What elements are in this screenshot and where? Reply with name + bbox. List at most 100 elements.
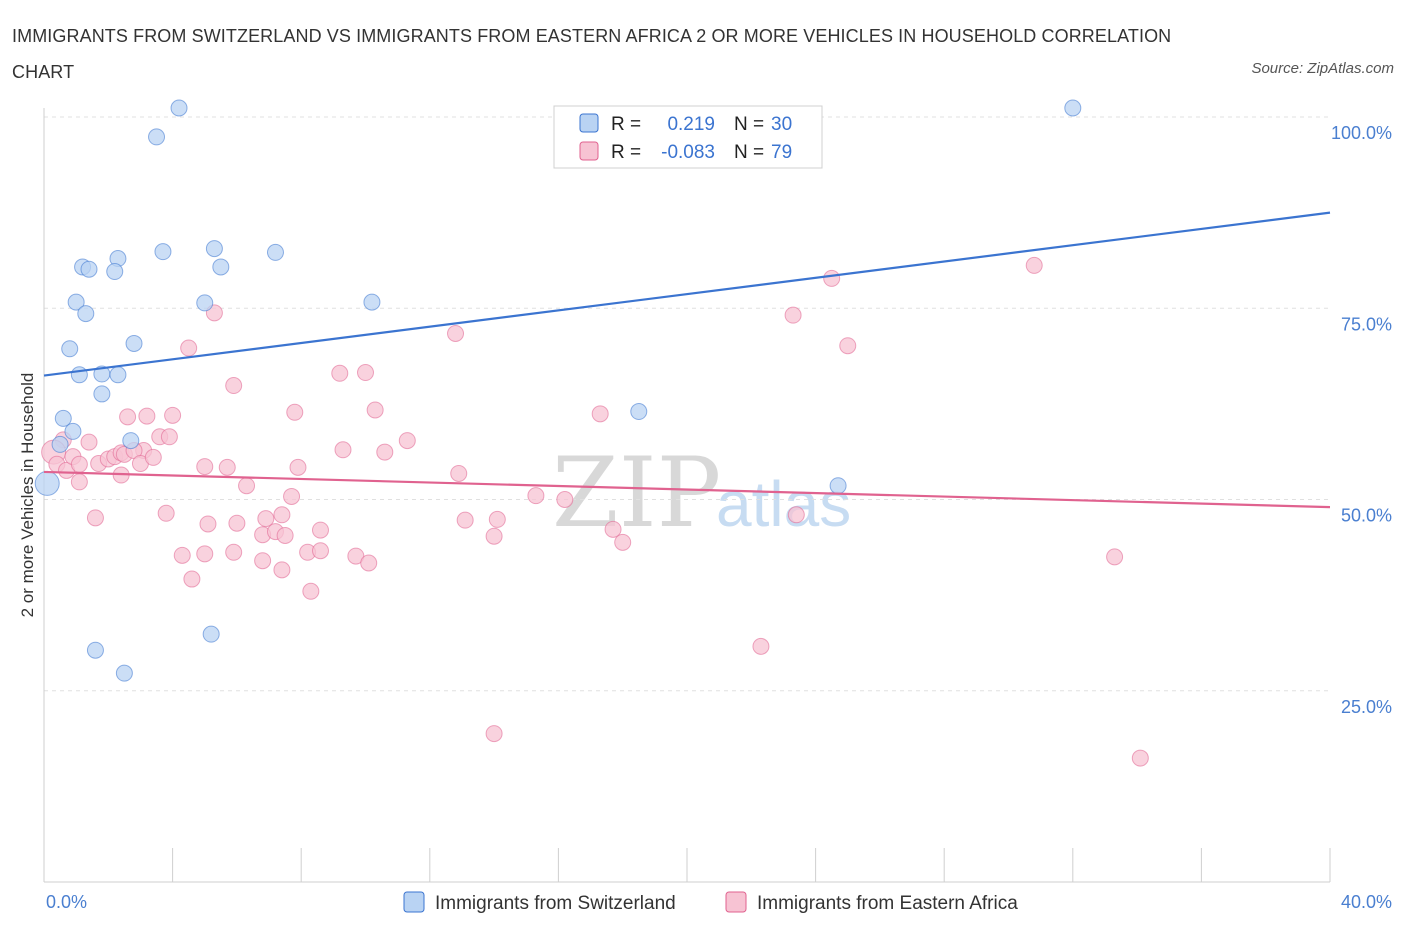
point-eastern-africa-49 bbox=[199, 515, 217, 533]
stats-n-value-pink: 79 bbox=[771, 142, 792, 163]
point-eastern-africa-8 bbox=[357, 364, 374, 382]
point-eastern-africa-20 bbox=[160, 428, 178, 446]
point-eastern-africa-57 bbox=[276, 526, 294, 544]
point-eastern-africa-71 bbox=[273, 561, 291, 579]
stats-n-label-blue: N = bbox=[734, 114, 764, 135]
point-eastern-africa-58 bbox=[311, 521, 329, 539]
point-eastern-africa-21 bbox=[334, 441, 352, 459]
point-eastern-africa-69 bbox=[360, 554, 378, 572]
point-eastern-africa-4 bbox=[784, 306, 802, 324]
point-eastern-africa-76 bbox=[485, 725, 503, 743]
point-switzerland-15 bbox=[125, 334, 143, 352]
point-eastern-africa-70 bbox=[254, 552, 272, 570]
y-tick-label-50: 50.0% bbox=[1341, 506, 1392, 526]
point-switzerland-13 bbox=[77, 305, 95, 323]
point-eastern-africa-77 bbox=[1131, 749, 1149, 767]
point-eastern-africa-39 bbox=[289, 458, 307, 476]
trend-line-eastern-africa bbox=[43, 470, 1331, 509]
point-eastern-africa-12 bbox=[164, 406, 182, 424]
point-eastern-africa-2 bbox=[447, 324, 465, 342]
point-eastern-africa-54 bbox=[488, 510, 506, 528]
y-tick-labels: 100.0% 75.0% 50.0% 25.0% bbox=[1331, 123, 1392, 717]
point-switzerland-26 bbox=[829, 477, 847, 495]
point-switzerland-30 bbox=[115, 664, 133, 682]
x-tick-label-0: 0.0% bbox=[46, 892, 87, 912]
legend-swatch-switzerland bbox=[403, 891, 425, 913]
legend-swatch-eastern-africa bbox=[725, 891, 747, 913]
point-eastern-africa-37 bbox=[196, 458, 214, 476]
trend-lines bbox=[43, 211, 1331, 509]
point-switzerland-25 bbox=[630, 403, 648, 421]
stats-r-value-blue: 0.219 bbox=[667, 114, 715, 135]
point-eastern-africa-10 bbox=[119, 408, 137, 426]
source-credit: Source: ZipAtlas.com bbox=[1251, 60, 1394, 77]
series-legend: Immigrants from Switzerland Immigrants f… bbox=[403, 891, 1018, 914]
point-eastern-africa-23 bbox=[398, 432, 416, 450]
point-eastern-africa-73 bbox=[302, 582, 320, 600]
series-switzerland-points bbox=[34, 99, 1082, 682]
point-eastern-africa-65 bbox=[225, 543, 243, 561]
point-switzerland-10 bbox=[266, 243, 284, 261]
point-eastern-africa-45 bbox=[527, 487, 545, 505]
point-eastern-africa-67 bbox=[311, 542, 329, 560]
point-eastern-africa-40 bbox=[450, 464, 468, 482]
point-switzerland-23 bbox=[122, 432, 140, 450]
stats-swatch-blue bbox=[579, 113, 599, 133]
x-axis-ticks bbox=[43, 848, 1331, 882]
point-eastern-africa-59 bbox=[485, 527, 503, 545]
point-eastern-africa-74 bbox=[1106, 548, 1124, 566]
point-eastern-africa-17 bbox=[80, 433, 98, 451]
point-switzerland-8 bbox=[205, 240, 223, 258]
point-switzerland-11 bbox=[196, 294, 214, 312]
y-axis-label: 2 or more Vehicles in Household bbox=[18, 373, 37, 618]
point-switzerland-16 bbox=[70, 366, 88, 384]
stats-r-label-blue: R = bbox=[611, 114, 641, 135]
point-eastern-africa-63 bbox=[173, 546, 191, 564]
point-eastern-africa-43 bbox=[238, 477, 256, 495]
legend-label-switzerland: Immigrants from Switzerland bbox=[435, 893, 676, 914]
point-eastern-africa-53 bbox=[456, 511, 474, 529]
point-switzerland-0 bbox=[170, 99, 188, 117]
point-eastern-africa-61 bbox=[614, 533, 632, 551]
gridlines bbox=[44, 116, 1330, 692]
point-switzerland-28 bbox=[202, 625, 220, 643]
point-eastern-africa-60 bbox=[604, 520, 622, 538]
point-switzerland-3 bbox=[80, 260, 98, 278]
stats-legend: R = 0.219 N = 30 R = -0.083 N = 79 bbox=[553, 105, 823, 169]
point-switzerland-1 bbox=[148, 128, 166, 146]
point-eastern-africa-75 bbox=[752, 637, 770, 655]
point-switzerland-14 bbox=[61, 340, 79, 358]
point-eastern-africa-22 bbox=[376, 443, 394, 461]
point-switzerland-29 bbox=[86, 641, 104, 659]
point-eastern-africa-14 bbox=[366, 401, 384, 419]
chart-title: IMMIGRANTS FROM SWITZERLAND VS IMMIGRANT… bbox=[12, 26, 1172, 82]
stats-r-value-pink: -0.083 bbox=[661, 142, 715, 163]
stats-n-value-blue: 30 bbox=[771, 114, 792, 135]
point-switzerland-9 bbox=[212, 258, 230, 276]
stats-r-label-pink: R = bbox=[611, 142, 641, 163]
point-eastern-africa-44 bbox=[283, 487, 301, 505]
y-tick-label-25: 25.0% bbox=[1341, 697, 1392, 717]
point-eastern-africa-13 bbox=[286, 403, 304, 421]
point-switzerland-24 bbox=[34, 470, 60, 496]
point-eastern-africa-50 bbox=[228, 514, 246, 532]
point-eastern-africa-72 bbox=[183, 570, 201, 588]
point-eastern-africa-64 bbox=[196, 545, 214, 563]
point-eastern-africa-11 bbox=[138, 407, 156, 425]
watermark-zip: ZIP bbox=[552, 437, 721, 549]
stats-n-label-pink: N = bbox=[734, 142, 764, 163]
point-switzerland-12 bbox=[363, 293, 381, 311]
stats-swatch-pink bbox=[579, 141, 599, 161]
point-eastern-africa-5 bbox=[839, 337, 857, 355]
point-eastern-africa-46 bbox=[556, 491, 574, 508]
point-switzerland-7 bbox=[154, 243, 172, 261]
point-eastern-africa-38 bbox=[218, 458, 236, 476]
point-eastern-africa-42 bbox=[70, 473, 88, 491]
legend-label-eastern-africa: Immigrants from Eastern Africa bbox=[757, 893, 1018, 914]
point-switzerland-27 bbox=[1064, 99, 1082, 117]
point-eastern-africa-6 bbox=[1025, 256, 1043, 274]
y-tick-label-100: 100.0% bbox=[1331, 123, 1392, 143]
point-eastern-africa-15 bbox=[591, 405, 609, 423]
point-eastern-africa-62 bbox=[787, 506, 805, 524]
